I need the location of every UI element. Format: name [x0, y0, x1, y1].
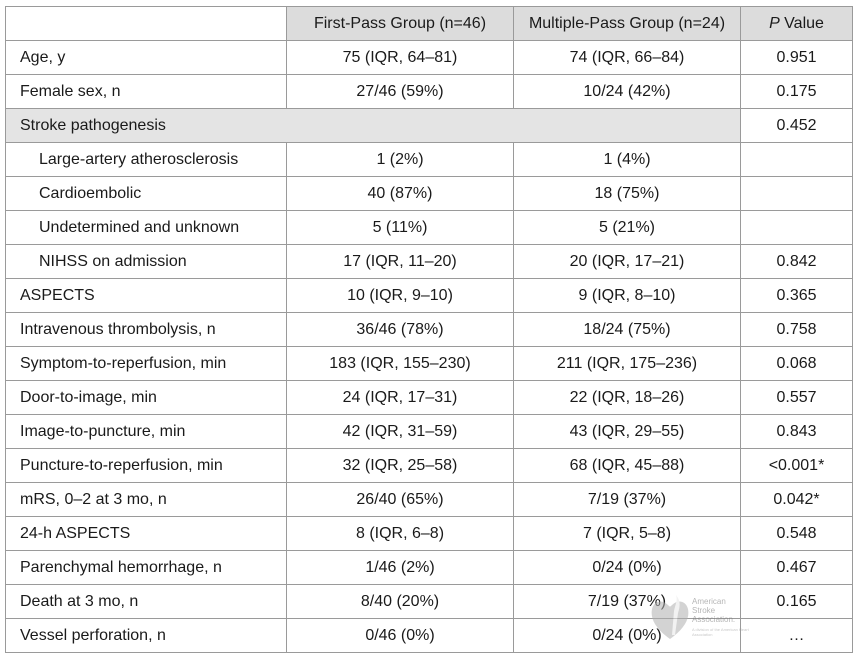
- first-pass-value: 183 (IQR, 155–230): [286, 346, 514, 381]
- header-p-value: P Value: [740, 6, 853, 41]
- table-row: Symptom-to-reperfusion, min 183 (IQR, 15…: [5, 346, 853, 381]
- multiple-pass-value: 9 (IQR, 8–10): [513, 278, 741, 313]
- table-row: Female sex, n 27/46 (59%) 10/24 (42%) 0.…: [5, 74, 853, 109]
- row-label: Female sex, n: [5, 74, 287, 109]
- header-p-rest: Value: [779, 14, 824, 32]
- table-row: Vessel perforation, n 0/46 (0%) 0/24 (0%…: [5, 618, 853, 653]
- multiple-pass-value: 68 (IQR, 45–88): [513, 448, 741, 483]
- p-value: 0.842: [740, 244, 853, 279]
- table-header-row: First-Pass Group (n=46) Multiple-Pass Gr…: [5, 6, 853, 41]
- p-value: <0.001*: [740, 448, 853, 483]
- multiple-pass-value: 20 (IQR, 17–21): [513, 244, 741, 279]
- first-pass-value: 10 (IQR, 9–10): [286, 278, 514, 313]
- p-value: [740, 210, 853, 245]
- first-pass-value: 26/40 (65%): [286, 482, 514, 517]
- multiple-pass-value: 1 (4%): [513, 142, 741, 177]
- multiple-pass-value: 7/19 (37%): [513, 584, 741, 619]
- row-label: mRS, 0–2 at 3 mo, n: [5, 482, 287, 517]
- p-value: 0.175: [740, 74, 853, 109]
- first-pass-value: 36/46 (78%): [286, 312, 514, 347]
- p-value: 0.365: [740, 278, 853, 313]
- multiple-pass-value: 7 (IQR, 5–8): [513, 516, 741, 551]
- p-value: 0.843: [740, 414, 853, 449]
- multiple-pass-value: 18/24 (75%): [513, 312, 741, 347]
- multiple-pass-value: 0/24 (0%): [513, 550, 741, 585]
- row-label: Symptom-to-reperfusion, min: [5, 346, 287, 381]
- baseline-characteristics-table: First-Pass Group (n=46) Multiple-Pass Gr…: [5, 6, 853, 653]
- table-row: Death at 3 mo, n 8/40 (20%) 7/19 (37%) 0…: [5, 584, 853, 619]
- p-value: [740, 176, 853, 211]
- multiple-pass-value: 5 (21%): [513, 210, 741, 245]
- header-multiple-pass: Multiple-Pass Group (n=24): [513, 6, 741, 41]
- table-row: Undetermined and unknown 5 (11%) 5 (21%): [5, 210, 853, 245]
- table-row: Parenchymal hemorrhage, n 1/46 (2%) 0/24…: [5, 550, 853, 585]
- p-value: 0.452: [740, 108, 853, 143]
- table-row: mRS, 0–2 at 3 mo, n 26/40 (65%) 7/19 (37…: [5, 482, 853, 517]
- p-value: 0.758: [740, 312, 853, 347]
- p-value: 0.951: [740, 40, 853, 75]
- first-pass-value: 5 (11%): [286, 210, 514, 245]
- row-label: Age, y: [5, 40, 287, 75]
- p-value: 0.557: [740, 380, 853, 415]
- first-pass-value: 27/46 (59%): [286, 74, 514, 109]
- row-label: Undetermined and unknown: [5, 210, 287, 245]
- p-value: [740, 142, 853, 177]
- multiple-pass-value: 74 (IQR, 66–84): [513, 40, 741, 75]
- header-variable: [5, 6, 287, 41]
- table-row: 24-h ASPECTS 8 (IQR, 6–8) 7 (IQR, 5–8) 0…: [5, 516, 853, 551]
- table-row: Puncture-to-reperfusion, min 32 (IQR, 25…: [5, 448, 853, 483]
- first-pass-value: 8 (IQR, 6–8): [286, 516, 514, 551]
- section-row-stroke-pathogenesis: Stroke pathogenesis 0.452: [5, 108, 853, 143]
- first-pass-value: 17 (IQR, 11–20): [286, 244, 514, 279]
- first-pass-value: 75 (IQR, 64–81): [286, 40, 514, 75]
- table-row: Cardioembolic 40 (87%) 18 (75%): [5, 176, 853, 211]
- first-pass-value: 24 (IQR, 17–31): [286, 380, 514, 415]
- row-label: Death at 3 mo, n: [5, 584, 287, 619]
- header-first-pass: First-Pass Group (n=46): [286, 6, 514, 41]
- multiple-pass-value: 7/19 (37%): [513, 482, 741, 517]
- table-row: Image-to-puncture, min 42 (IQR, 31–59) 4…: [5, 414, 853, 449]
- row-label: ASPECTS: [5, 278, 287, 313]
- p-value: 0.042*: [740, 482, 853, 517]
- row-label: Puncture-to-reperfusion, min: [5, 448, 287, 483]
- row-label: Vessel perforation, n: [5, 618, 287, 653]
- first-pass-value: 40 (87%): [286, 176, 514, 211]
- multiple-pass-value: 18 (75%): [513, 176, 741, 211]
- table-row: ASPECTS 10 (IQR, 9–10) 9 (IQR, 8–10) 0.3…: [5, 278, 853, 313]
- section-label: Stroke pathogenesis: [5, 108, 741, 143]
- first-pass-value: 1/46 (2%): [286, 550, 514, 585]
- p-value: 0.467: [740, 550, 853, 585]
- header-p-letter: P: [769, 14, 780, 32]
- row-label: Parenchymal hemorrhage, n: [5, 550, 287, 585]
- p-value: 0.165: [740, 584, 853, 619]
- first-pass-value: 42 (IQR, 31–59): [286, 414, 514, 449]
- table-row: Age, y 75 (IQR, 64–81) 74 (IQR, 66–84) 0…: [5, 40, 853, 75]
- table-row: NIHSS on admission 17 (IQR, 11–20) 20 (I…: [5, 244, 853, 279]
- row-label: 24-h ASPECTS: [5, 516, 287, 551]
- p-value: …: [740, 618, 853, 653]
- multiple-pass-value: 211 (IQR, 175–236): [513, 346, 741, 381]
- first-pass-value: 1 (2%): [286, 142, 514, 177]
- table-row: Door-to-image, min 24 (IQR, 17–31) 22 (I…: [5, 380, 853, 415]
- row-label: NIHSS on admission: [5, 244, 287, 279]
- first-pass-value: 0/46 (0%): [286, 618, 514, 653]
- multiple-pass-value: 0/24 (0%): [513, 618, 741, 653]
- multiple-pass-value: 10/24 (42%): [513, 74, 741, 109]
- table-row: Large-artery atherosclerosis 1 (2%) 1 (4…: [5, 142, 853, 177]
- first-pass-value: 32 (IQR, 25–58): [286, 448, 514, 483]
- row-label: Intravenous thrombolysis, n: [5, 312, 287, 347]
- row-label: Door-to-image, min: [5, 380, 287, 415]
- p-value: 0.068: [740, 346, 853, 381]
- row-label: Large-artery atherosclerosis: [5, 142, 287, 177]
- multiple-pass-value: 43 (IQR, 29–55): [513, 414, 741, 449]
- row-label: Image-to-puncture, min: [5, 414, 287, 449]
- row-label: Cardioembolic: [5, 176, 287, 211]
- first-pass-value: 8/40 (20%): [286, 584, 514, 619]
- multiple-pass-value: 22 (IQR, 18–26): [513, 380, 741, 415]
- table-row: Intravenous thrombolysis, n 36/46 (78%) …: [5, 312, 853, 347]
- p-value: 0.548: [740, 516, 853, 551]
